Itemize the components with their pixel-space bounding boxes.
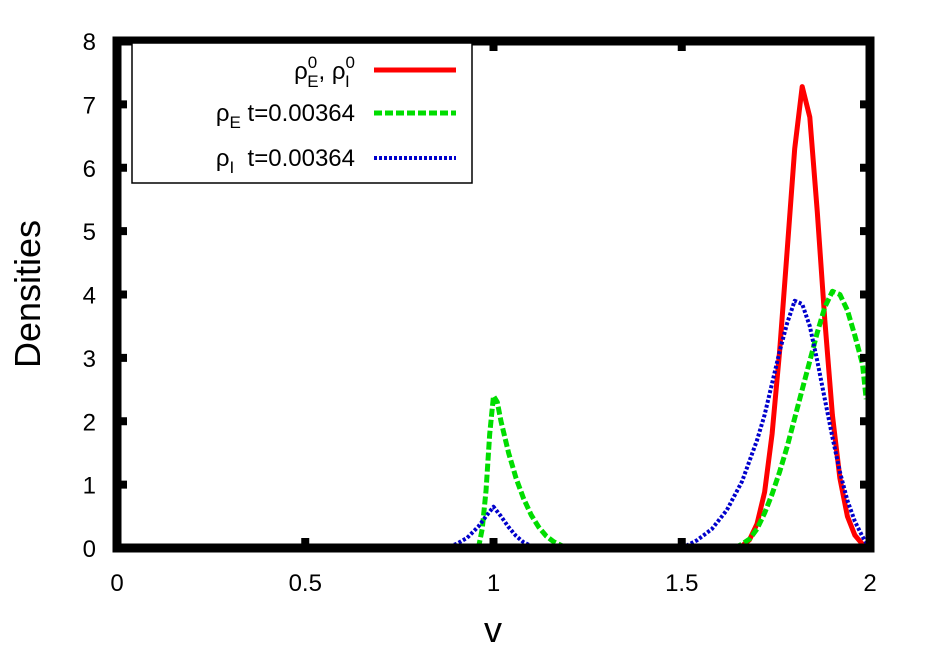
y-axis-title: Densities: [7, 220, 48, 368]
series-layer: [443, 84, 869, 551]
series-2: [475, 288, 869, 551]
y-tick-label: 4: [83, 283, 96, 310]
legend-label-series-1: ρ0 E, ρ0 I: [294, 53, 355, 91]
y-tick-label: 1: [83, 473, 96, 500]
legend-label-series-2: ρE t=0.00364: [216, 100, 355, 132]
x-tick-label: 0: [110, 570, 123, 597]
x-axis-title: v: [484, 609, 502, 649]
legend-label-series-3: ρI t=0.00364: [216, 145, 355, 177]
y-tick-label: 0: [83, 536, 96, 563]
series-3-line-segment-1: [443, 504, 540, 550]
x-tick-label: 0.5: [289, 570, 322, 597]
series-3-line-segment-2: [680, 298, 868, 550]
y-tick-label: 3: [83, 346, 96, 373]
legend: ρ0 E, ρ0 I ρE t=0.00364 ρI t=0.00364: [131, 42, 473, 184]
y-tick-label: 6: [83, 156, 96, 183]
x-tick-label: 1.5: [665, 570, 698, 597]
y-tick-label: 7: [83, 92, 96, 119]
series-1: [733, 84, 868, 551]
series-1-line-segment-1: [733, 84, 868, 551]
tick-labels-layer: 0 0.5 1 1.5 2 0 1 2 3 4 5 6 7 8: [83, 29, 877, 597]
x-tick-label: 2: [863, 570, 876, 597]
series-2-line-segment-1: [475, 393, 570, 551]
y-tick-label: 5: [83, 219, 96, 246]
y-tick-label: 2: [83, 409, 96, 436]
series-3: [443, 298, 868, 550]
y-tick-label: 8: [83, 29, 96, 56]
x-tick-label: 1: [487, 570, 500, 597]
series-2-line-segment-2: [733, 288, 869, 551]
